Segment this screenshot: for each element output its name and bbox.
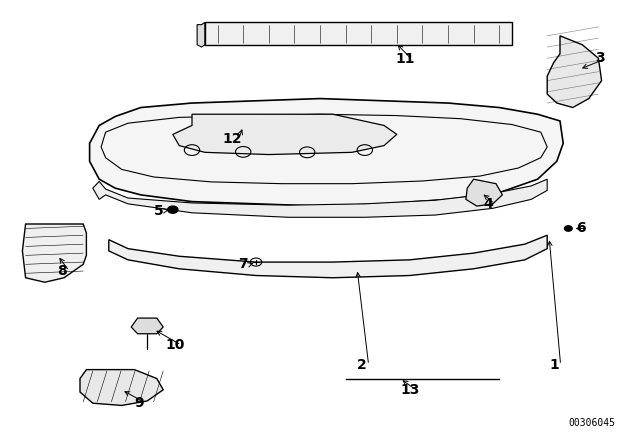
Circle shape (168, 206, 178, 213)
Polygon shape (90, 99, 563, 206)
Text: 6: 6 (576, 221, 586, 236)
Text: 9: 9 (134, 396, 144, 410)
Text: 3: 3 (595, 51, 605, 65)
Text: 8: 8 (58, 264, 67, 278)
Text: 10: 10 (165, 338, 184, 352)
Text: 11: 11 (396, 52, 415, 66)
Text: 12: 12 (223, 132, 242, 146)
Polygon shape (109, 235, 547, 278)
Text: 13: 13 (400, 383, 419, 397)
Text: 00306045: 00306045 (568, 418, 616, 428)
Text: 1: 1 (549, 358, 559, 372)
Polygon shape (197, 22, 205, 47)
Text: 2: 2 (357, 358, 367, 372)
Text: 4: 4 (483, 197, 493, 211)
Polygon shape (466, 179, 502, 206)
Circle shape (564, 226, 572, 231)
Polygon shape (80, 370, 163, 405)
Polygon shape (22, 224, 86, 282)
Polygon shape (547, 36, 602, 108)
Text: 5: 5 (154, 203, 163, 218)
Polygon shape (93, 179, 547, 217)
Text: 7: 7 (238, 257, 248, 271)
Polygon shape (131, 318, 163, 334)
Polygon shape (173, 114, 397, 155)
Polygon shape (205, 22, 512, 45)
